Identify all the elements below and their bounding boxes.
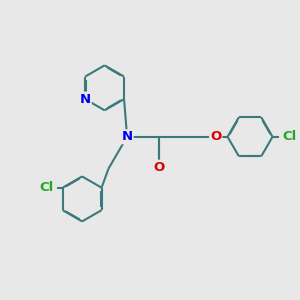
Text: N: N [80,93,91,106]
Text: N: N [122,130,133,143]
Text: O: O [153,161,164,174]
Text: O: O [210,130,221,143]
Text: Cl: Cl [39,181,53,194]
Text: Cl: Cl [282,130,296,143]
